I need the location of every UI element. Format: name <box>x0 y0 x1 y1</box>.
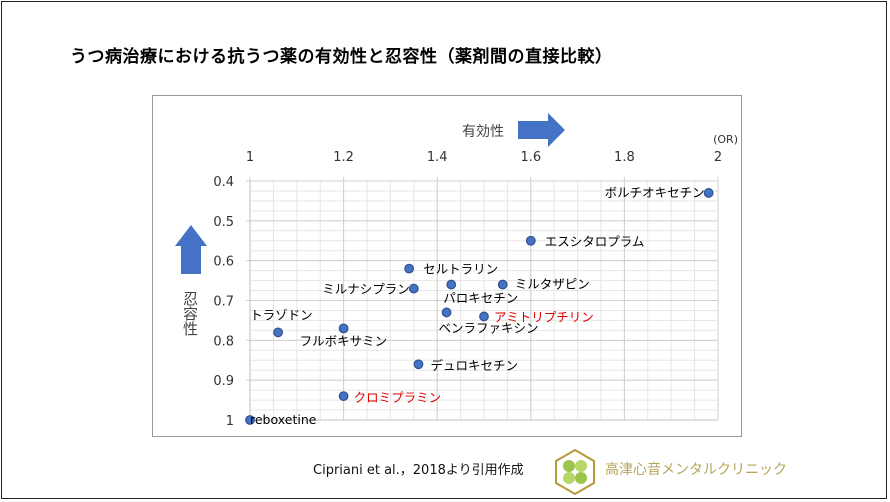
scatter-chart: 1 1.2 1.4 1.6 1.8 2 0.4 0.5 0.6 0.7 0.8 0.9 1 有効性 (OR)… <box>175 113 738 429</box>
x-tick-label: 2 <box>714 150 722 165</box>
data-label: エスシタロプラム <box>545 234 645 249</box>
data-point <box>497 279 508 290</box>
y-tick-label: 1 <box>226 414 234 429</box>
data-point <box>408 283 419 294</box>
data-label: クロミプラミン <box>354 390 442 405</box>
data-label: トラゾドン <box>250 307 313 322</box>
x-unit-label: (OR) <box>713 133 738 146</box>
citation: Cipriani et al.，2018より引用作成 <box>313 463 524 478</box>
data-label: ミルタザピン <box>515 277 590 292</box>
y-tick-label: 0.8 <box>213 334 234 349</box>
y-tick-label: 0.7 <box>213 295 234 310</box>
chart-container: 1 1.2 1.4 1.6 1.8 2 0.4 0.5 0.6 0.7 0.8 0.9 1 有効性 (OR)… <box>152 95 742 437</box>
data-point <box>273 327 283 338</box>
y-axis-label: 忍容性 <box>181 291 199 336</box>
data-label: アミトリプチリン <box>494 309 594 324</box>
data-label: ベンラファキシン <box>439 320 539 335</box>
x-tick-label: 1 <box>246 150 254 165</box>
data-point <box>404 263 415 274</box>
data-point <box>525 235 536 246</box>
data-point <box>338 323 349 334</box>
x-tick-label: 1.6 <box>520 150 541 165</box>
y-tick-label: 0.4 <box>213 175 234 190</box>
slide-title: うつ病治療における抗うつ薬の有効性と忍容性（薬剤間の直接比較） <box>70 47 613 67</box>
x-tick-label: 1.4 <box>427 150 448 165</box>
y-tick-label: 0.6 <box>213 255 234 270</box>
up-arrow-icon <box>175 225 207 274</box>
y-tick-label: 0.5 <box>213 215 234 230</box>
clinic-name: 高津心音メンタルクリニック <box>605 462 787 478</box>
x-axis-label: 有効性 <box>462 124 504 140</box>
data-point <box>413 359 424 370</box>
right-arrow-icon <box>518 113 565 147</box>
data-point <box>441 307 452 318</box>
clinic-logo <box>555 448 595 496</box>
data-point <box>446 279 457 290</box>
data-point <box>703 188 714 198</box>
data-point <box>338 391 349 402</box>
data-point <box>479 311 489 322</box>
data-label: reboxetine <box>250 412 317 427</box>
data-label: セルトラリン <box>423 262 498 277</box>
data-label: ボルチオキセチン <box>605 185 705 200</box>
y-tick-label: 0.9 <box>213 374 234 389</box>
data-label: ミルナシプラン <box>322 282 410 297</box>
data-point <box>245 415 255 425</box>
data-label: フルボキサミン <box>300 333 388 348</box>
data-label: パロキセチン <box>443 291 518 306</box>
x-tick-label: 1.8 <box>614 150 635 165</box>
x-tick-label: 1.2 <box>333 150 354 165</box>
data-label: デュロキセチン <box>430 358 518 373</box>
